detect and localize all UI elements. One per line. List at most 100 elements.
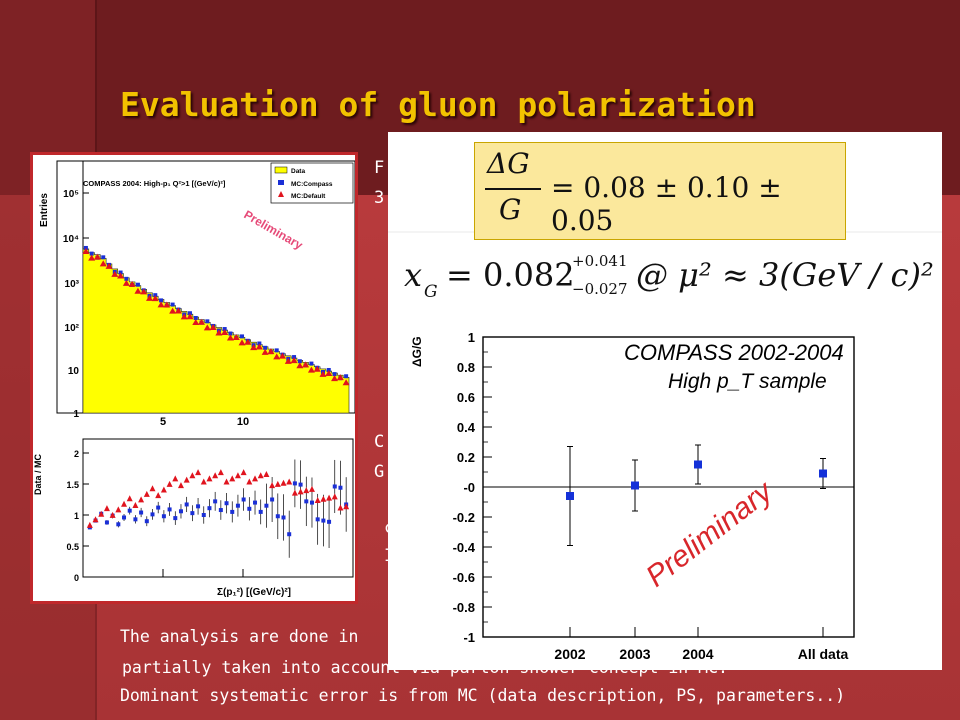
ratio-default-marker	[303, 487, 310, 494]
mc-default-marker	[342, 379, 350, 386]
ratio-ytick-label: 1.5	[66, 480, 79, 490]
mc-compass-marker	[297, 359, 302, 364]
ratio-compass-marker	[150, 512, 155, 517]
mc-default-marker	[105, 262, 113, 269]
ratio-compass-marker	[127, 508, 132, 513]
ratio-compass-marker	[332, 484, 337, 489]
mc-default-marker	[169, 307, 177, 314]
ratio-default-marker	[269, 482, 276, 489]
ratio-compass-marker	[218, 508, 223, 513]
ratio-default-marker	[172, 475, 179, 482]
ratio-default-marker	[189, 472, 196, 479]
mc-default-marker	[111, 270, 119, 277]
mc-default-marker	[221, 329, 229, 336]
bottom-line-1: The analysis are done in	[120, 627, 359, 646]
ratio-compass-marker	[161, 514, 166, 519]
mc-default-marker	[93, 253, 101, 260]
ratio-panel-frame	[82, 438, 354, 578]
result-point	[566, 492, 574, 500]
ratio-compass-marker	[230, 509, 235, 514]
top-ylabel: Entries	[39, 193, 50, 227]
ratio-ytick-label: 2	[74, 449, 79, 459]
mc-default-marker	[255, 343, 263, 350]
mc-compass-marker	[193, 315, 198, 320]
ratio-default-marker	[183, 476, 190, 483]
ratio-compass-marker	[133, 517, 138, 522]
result-ytick-label: -0.8	[453, 600, 475, 615]
ratio-compass-marker	[139, 510, 144, 515]
ratio-default-marker	[121, 500, 128, 507]
mc-default-marker	[122, 279, 130, 286]
ratio-compass-marker	[207, 506, 212, 511]
result-point	[694, 460, 702, 469]
ratio-default-marker	[337, 504, 344, 511]
mc-default-marker	[117, 272, 125, 279]
mc-compass-marker	[309, 361, 314, 366]
legend-label-default: MC:Default	[291, 193, 326, 200]
result-ylabel: ΔG/G	[410, 336, 424, 367]
result-chart-svg: 1 0.8 0.6 0.4 0.2 -0 -0.2 -0.4 -0.6 -0.8 -1 ΔG/G 200…	[388, 231, 942, 662]
top-xtick-label: 10	[237, 416, 249, 428]
ratio-default-marker	[234, 472, 241, 479]
ratio-default-marker	[92, 516, 99, 523]
mc-default-marker	[319, 370, 327, 377]
ratio-compass-marker	[178, 509, 183, 514]
ratio-xlabel: Σ(p₁²) [(GeV/c)²]	[217, 587, 291, 598]
mc-compass-marker	[240, 334, 245, 339]
ratio-compass-marker	[270, 497, 275, 502]
ratio-compass-marker	[156, 505, 161, 510]
mc-compass-marker	[135, 282, 140, 287]
data-histogram	[82, 248, 350, 414]
ratio-default-marker	[257, 472, 264, 479]
mc-default-marker	[325, 369, 333, 376]
mc-compass-marker	[89, 251, 94, 256]
ratio-ylabel: Data / MC	[33, 453, 43, 495]
ratio-default-marker	[126, 495, 133, 502]
mc-default-marker	[267, 348, 275, 355]
ratio-default-marker	[103, 505, 110, 512]
result-xtick-label: All data	[798, 646, 849, 662]
ratio-compass-marker	[338, 485, 343, 490]
result-ytick-label: 0.6	[457, 390, 475, 405]
mc-default-marker	[232, 333, 240, 340]
ratio-default-marker	[297, 488, 304, 495]
top-ytick-label: 10²	[65, 323, 80, 334]
ratio-ytick-label: 0.5	[66, 542, 79, 552]
result-ytick-label: -0.6	[453, 570, 475, 585]
ratio-compass-marker	[264, 503, 269, 508]
ratio-default-marker	[212, 472, 219, 479]
ratio-default-marker	[274, 480, 281, 487]
mc-default-marker	[244, 338, 252, 345]
dg-denominator: G	[499, 193, 522, 226]
ratio-default-marker	[331, 493, 338, 500]
ratio-default-marker	[326, 494, 333, 501]
ratio-default-marker	[286, 478, 293, 485]
ratio-compass-marker	[287, 532, 292, 537]
mc-default-marker	[192, 318, 200, 325]
mc-compass-marker	[118, 270, 123, 275]
ratio-default-marker	[195, 469, 202, 476]
top-ytick-label: 10⁴	[63, 234, 79, 245]
side-fragment: 3	[374, 188, 385, 208]
side-fragment: C	[374, 432, 385, 452]
bottom-line-3: Dominant systematic error is from MC (da…	[120, 686, 846, 705]
legend-swatch-compass	[278, 180, 284, 185]
ratio-ytick-label: 0	[74, 573, 79, 583]
result-ytick-label: -0.4	[453, 540, 476, 555]
ratio-compass-marker	[321, 518, 326, 523]
mc-compass-marker	[187, 311, 192, 316]
bottom-line-2: partially taken into account via parton …	[122, 658, 728, 677]
ratio-default-marker	[206, 475, 213, 482]
ratio-compass-marker	[247, 506, 252, 511]
result-xtick-label: 2004	[682, 646, 713, 662]
mc-default-marker	[128, 280, 136, 287]
ratio-default-marker	[314, 497, 321, 504]
mc-default-marker	[238, 339, 246, 346]
ratio-default-marker	[166, 480, 173, 487]
mc-compass-marker	[332, 372, 337, 377]
legend-label-data: Data	[291, 168, 305, 175]
mc-compass-marker	[344, 374, 349, 379]
delta-g-formula-box: ΔG G = 0.08 ± 0.10 ± 0.05	[474, 142, 846, 240]
result-ytick-label: 0.4	[457, 420, 476, 435]
result-xtick-label: 2003	[619, 646, 650, 662]
